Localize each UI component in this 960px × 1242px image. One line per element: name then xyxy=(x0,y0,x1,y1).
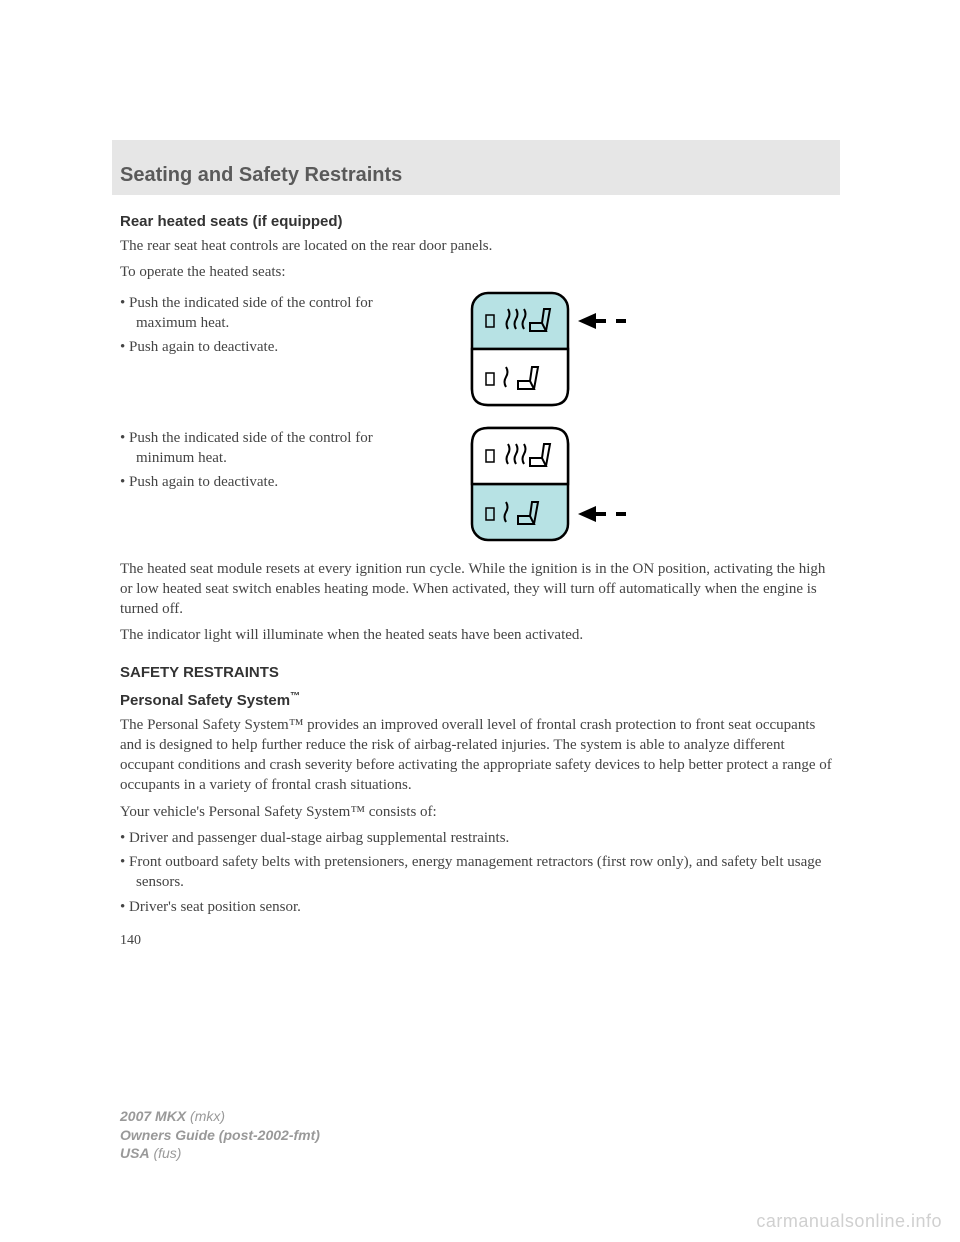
instruction-block-max-heat: Push the indicated side of the control f… xyxy=(120,289,840,414)
bullet-item: Front outboard safety belts with pretens… xyxy=(120,852,840,893)
footer-model: 2007 MKX xyxy=(120,1108,186,1124)
bullet-item: Push again to deactivate. xyxy=(120,337,420,357)
page-number: 140 xyxy=(120,933,840,949)
bullet-item: Driver and passenger dual-stage airbag s… xyxy=(120,828,840,848)
heated-seat-switch-figure-low xyxy=(460,424,640,549)
paragraph: Your vehicle's Personal Safety System™ c… xyxy=(120,802,840,822)
footer-guide: Owners Guide (post-2002-fmt) xyxy=(120,1127,320,1143)
paragraph: The rear seat heat controls are located … xyxy=(120,236,840,256)
footer-region-code: (fus) xyxy=(150,1145,182,1161)
trademark-symbol: ™ xyxy=(290,691,300,702)
bullet-item: Driver's seat position sensor. xyxy=(120,897,840,917)
footer-model-code: (mkx) xyxy=(186,1108,225,1124)
owners-manual-page: Seating and Safety Restraints Rear heate… xyxy=(0,0,960,949)
bullet-item: Push the indicated side of the control f… xyxy=(120,428,420,469)
document-footer: 2007 MKX (mkx) Owners Guide (post-2002-f… xyxy=(120,1107,320,1162)
paragraph: The heated seat module resets at every i… xyxy=(120,559,840,620)
safety-restraints-heading: SAFETY RESTRAINTS xyxy=(120,664,840,681)
bullet-item: Push again to deactivate. xyxy=(120,472,420,492)
bullet-item: Push the indicated side of the control f… xyxy=(120,293,420,334)
heated-seat-switch-figure-high xyxy=(460,289,640,414)
footer-region: USA xyxy=(120,1145,150,1161)
watermark: carmanualsonline.info xyxy=(756,1211,942,1232)
personal-safety-system-heading: Personal Safety System™ xyxy=(120,691,840,709)
heading-text: Personal Safety System xyxy=(120,692,290,709)
section-header: Seating and Safety Restraints xyxy=(120,164,840,187)
paragraph: The indicator light will illuminate when… xyxy=(120,625,840,645)
instruction-block-min-heat: Push the indicated side of the control f… xyxy=(120,424,840,549)
paragraph: To operate the heated seats: xyxy=(120,262,840,282)
section-header-bar: Seating and Safety Restraints xyxy=(112,140,840,195)
rear-heated-seats-heading: Rear heated seats (if equipped) xyxy=(120,213,840,230)
safety-system-components-list: Driver and passenger dual-stage airbag s… xyxy=(120,828,840,917)
paragraph: The Personal Safety System™ provides an … xyxy=(120,715,840,796)
